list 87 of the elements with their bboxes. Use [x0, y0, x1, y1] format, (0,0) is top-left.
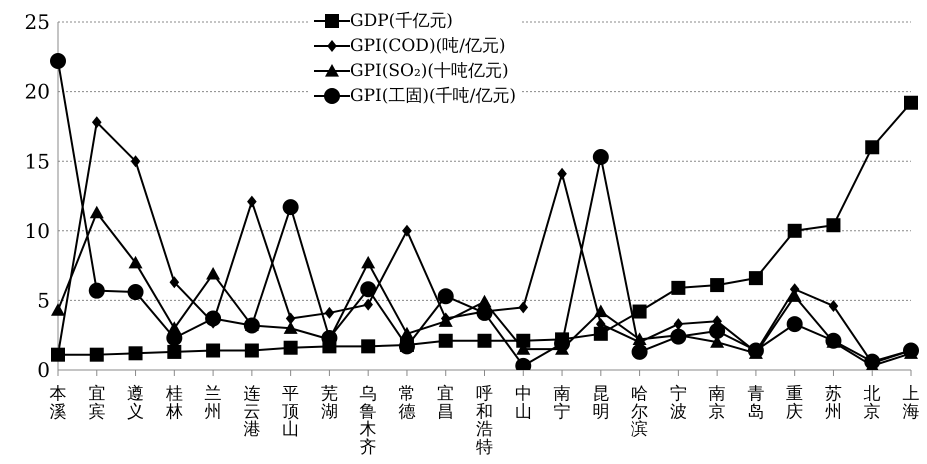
point — [284, 340, 298, 355]
point — [710, 278, 724, 292]
y-tick-label: 25 — [24, 10, 50, 34]
point — [90, 348, 104, 362]
point — [51, 303, 65, 316]
point — [92, 116, 102, 128]
point — [206, 266, 220, 280]
point — [438, 288, 454, 304]
x-tick-label: 乌鲁木齐 — [360, 384, 377, 458]
point — [828, 300, 838, 312]
x-tick-label: 中山 — [514, 384, 532, 422]
x-tick-label: 北京 — [864, 384, 881, 422]
point — [865, 140, 880, 154]
x-tick-label: 连云港 — [243, 384, 260, 440]
point — [632, 304, 647, 319]
x-tick-label: 遵义 — [127, 384, 144, 422]
point — [247, 196, 257, 208]
x-tick-label: 上海 — [902, 384, 920, 422]
point — [360, 281, 376, 298]
point — [670, 328, 686, 345]
point — [826, 218, 840, 232]
point — [825, 332, 842, 349]
x-tick-label: 青岛 — [747, 384, 764, 422]
x-tick-label: 宁波 — [670, 384, 687, 422]
legend-label: GPI(工固)(千吨/亿元) — [350, 85, 516, 107]
point — [88, 282, 105, 299]
x-tick-label: 重庆 — [786, 384, 804, 422]
x-tick-label: 苏州 — [824, 384, 842, 422]
x-tick-label: 本溪 — [50, 384, 66, 422]
point — [786, 316, 803, 332]
point — [748, 271, 763, 286]
point — [674, 318, 684, 330]
point — [594, 326, 608, 341]
x-tick-label: 哈尔滨 — [631, 384, 648, 440]
x-tick-label: 芜湖 — [320, 384, 338, 422]
point — [904, 96, 918, 110]
point — [594, 304, 608, 318]
y-tick-label: 5 — [37, 288, 50, 312]
point — [286, 312, 296, 324]
point — [363, 298, 373, 311]
x-tick-label: 南宁 — [554, 384, 571, 422]
point — [170, 276, 180, 288]
point — [557, 168, 567, 180]
x-tick-label: 常德 — [398, 384, 416, 422]
point — [128, 256, 143, 268]
point — [632, 344, 648, 360]
point — [478, 334, 492, 348]
point — [282, 199, 299, 216]
point — [205, 310, 222, 326]
point — [284, 321, 298, 334]
point — [592, 149, 609, 166]
x-tick-label: 呼和浩特 — [476, 384, 493, 458]
point — [324, 306, 334, 319]
legend-label: GPI(SO₂)(十吨亿元) — [350, 60, 509, 82]
point — [130, 155, 140, 168]
point — [438, 334, 453, 348]
point — [518, 301, 528, 314]
point — [128, 346, 143, 360]
point — [206, 344, 220, 358]
point — [864, 354, 880, 370]
point — [361, 339, 376, 354]
point — [709, 323, 726, 340]
point — [361, 256, 376, 268]
x-tick-label: 宜昌 — [437, 384, 454, 422]
point — [788, 224, 802, 238]
point — [244, 344, 259, 358]
x-tick-label: 宜宾 — [88, 384, 106, 422]
x-tick-label: 昆明 — [592, 384, 610, 422]
y-tick-label: 20 — [24, 80, 50, 104]
x-tick-label: 桂林 — [164, 384, 183, 422]
x-tick-label: 南京 — [708, 384, 726, 422]
y-tick-label: 10 — [24, 218, 50, 243]
point — [90, 206, 104, 218]
point — [50, 52, 66, 69]
point — [167, 344, 182, 359]
point — [400, 326, 414, 340]
point — [402, 224, 412, 237]
x-tick-label: 兰州 — [204, 384, 222, 422]
legend-label: GDP(千亿元) — [350, 10, 453, 32]
point — [671, 280, 686, 295]
point — [516, 334, 530, 348]
point — [128, 284, 144, 300]
legend-label: GPI(COD)(吨/亿元) — [350, 35, 506, 57]
x-tick-label: 平顶山 — [282, 384, 300, 440]
point — [632, 332, 647, 345]
y-tick-label: 0 — [37, 358, 50, 382]
y-tick-label: 15 — [24, 149, 50, 174]
